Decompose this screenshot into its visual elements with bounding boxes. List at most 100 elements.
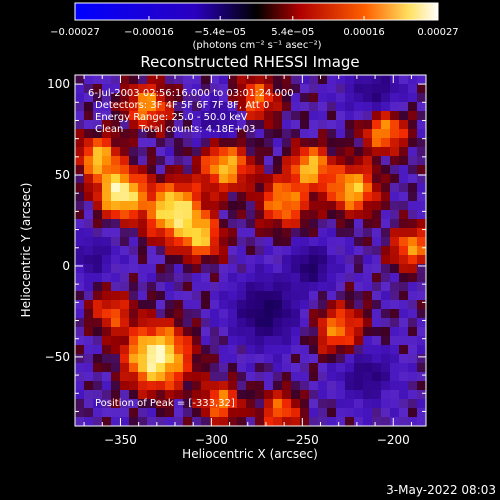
heatmap-cell [147, 219, 157, 229]
heatmap-cell [354, 120, 364, 130]
heatmap-cell [390, 156, 400, 166]
heatmap-cell [102, 147, 112, 157]
heatmap-cell [354, 210, 364, 220]
heatmap-cell [318, 201, 328, 211]
heatmap-cell [399, 183, 409, 193]
heatmap-cell [345, 183, 355, 193]
heatmap-cell [327, 327, 337, 337]
heatmap-cell [363, 327, 373, 337]
heatmap-cell [390, 381, 400, 391]
heatmap-cell [192, 165, 202, 175]
heatmap-cell [372, 318, 382, 328]
heatmap-cell [327, 300, 337, 310]
heatmap-cell [111, 381, 121, 391]
heatmap-cell [318, 336, 328, 346]
heatmap-cell [237, 120, 247, 130]
heatmap-cell [228, 93, 238, 103]
heatmap-cell [318, 300, 328, 310]
heatmap-cell [138, 381, 148, 391]
heatmap-cell [183, 219, 193, 229]
heatmap-cell [300, 210, 310, 220]
heatmap-cell [273, 165, 283, 175]
heatmap-cell [93, 408, 103, 418]
heatmap-cell [309, 120, 319, 130]
heatmap-cell [183, 255, 193, 265]
heatmap-cell [354, 111, 364, 121]
heatmap-cell [129, 381, 139, 391]
heatmap-cell [84, 192, 94, 202]
heatmap-cell [300, 318, 310, 328]
heatmap-cell [84, 309, 94, 319]
heatmap-cell [399, 291, 409, 301]
heatmap-cell [192, 354, 202, 364]
heatmap-cell [354, 147, 364, 157]
heatmap-cell [93, 129, 103, 139]
heatmap-cell [399, 237, 409, 247]
heatmap-cell [219, 417, 229, 426]
heatmap-cell [372, 219, 382, 229]
heatmap-cell [399, 300, 409, 310]
heatmap-cell [102, 264, 112, 274]
heatmap-cell [264, 372, 274, 382]
heatmap-cell [237, 147, 247, 157]
heatmap-cell [417, 237, 426, 247]
heatmap-cell [219, 192, 229, 202]
heatmap-cell [282, 309, 292, 319]
heatmap-cell [318, 75, 328, 85]
heatmap-cell [381, 111, 391, 121]
heatmap-cell [174, 156, 184, 166]
heatmap-cell [264, 345, 274, 355]
heatmap-cell [183, 273, 193, 283]
heatmap-cell [156, 111, 166, 121]
heatmap-cell [300, 372, 310, 382]
heatmap-cell [84, 219, 94, 229]
heatmap-cell [309, 84, 319, 94]
heatmap-cell [399, 129, 409, 139]
heatmap-cell [282, 381, 292, 391]
heatmap-cell [408, 237, 418, 247]
heatmap-cell [237, 327, 247, 337]
heatmap-cell [138, 192, 148, 202]
heatmap-cell [138, 156, 148, 166]
heatmap-cell [282, 201, 292, 211]
heatmap-cell [399, 273, 409, 283]
heatmap-cell [255, 327, 265, 337]
heatmap-cell [246, 201, 256, 211]
heatmap-cell [147, 147, 157, 157]
heatmap-cell [192, 417, 202, 426]
heatmap-cell [264, 363, 274, 373]
heatmap-cell [219, 246, 229, 256]
heatmap-cell [174, 129, 184, 139]
heatmap-cell [84, 300, 94, 310]
heatmap-cell [408, 417, 418, 426]
heatmap-cell [93, 327, 103, 337]
heatmap-cell [201, 120, 211, 130]
heatmap-cell [111, 201, 121, 211]
heatmap-cell [102, 291, 112, 301]
heatmap-cell [129, 75, 139, 85]
heatmap-cell [381, 255, 391, 265]
heatmap-cell [318, 255, 328, 265]
heatmap-cell [120, 93, 130, 103]
heatmap-cell [246, 156, 256, 166]
heatmap-cell [237, 381, 247, 391]
heatmap-cell [273, 75, 283, 85]
heatmap-cell [156, 255, 166, 265]
heatmap-cell [246, 102, 256, 112]
heatmap-cell [273, 237, 283, 247]
heatmap-cell [111, 273, 121, 283]
annotation-energy-range: Energy Range: 25.0 - 50.0 keV [95, 112, 248, 123]
heatmap-cell [75, 408, 85, 418]
heatmap-cell [282, 228, 292, 238]
heatmap-cell [129, 210, 139, 220]
heatmap-cell [345, 156, 355, 166]
heatmap-cell [75, 120, 85, 130]
heatmap-cell [156, 408, 166, 418]
heatmap-cell [138, 183, 148, 193]
heatmap-cell [147, 327, 157, 337]
heatmap-cell [390, 408, 400, 418]
heatmap-cell [291, 354, 301, 364]
heatmap-cell [300, 291, 310, 301]
heatmap-cell [264, 192, 274, 202]
